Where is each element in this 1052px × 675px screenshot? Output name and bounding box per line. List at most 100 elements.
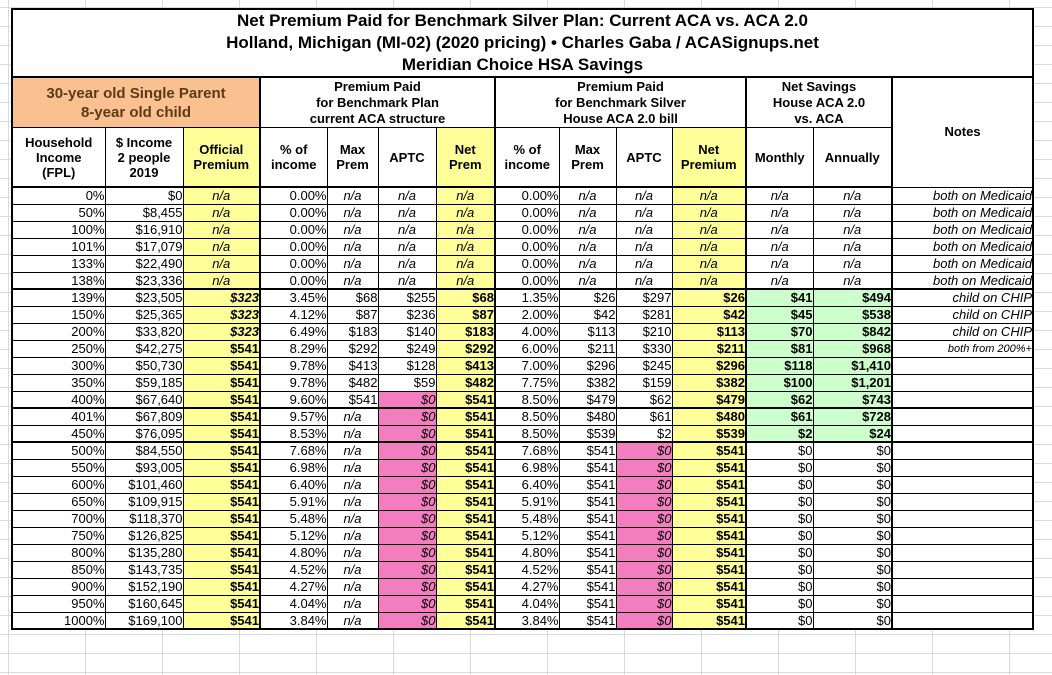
- cell-fpl: 138%: [11, 271, 106, 290]
- cell-annually: n/a: [812, 186, 893, 205]
- cell-aca_max: $482: [326, 373, 379, 392]
- cell-h2_pct: 6.40%: [494, 475, 560, 494]
- cell-fpl: 850%: [11, 560, 106, 579]
- cell-official: $541: [182, 390, 261, 409]
- cell-income: $67,809: [104, 407, 184, 426]
- cell-aca_max: n/a: [326, 492, 379, 511]
- cell-official: $541: [182, 339, 261, 358]
- table-row: 138% $23,336 n/a 0.00% n/a n/a n/a 0.00% n/a n/a n…: [11, 271, 1034, 290]
- cell-annually: $494: [812, 288, 893, 307]
- title-line-2: Holland, Michigan (MI-02) (2020 pricing)…: [226, 33, 819, 52]
- cell-notes: [891, 509, 1034, 528]
- table-row: 400% $67,640 $541 9.60% $541 $0 $541 8.50% $479 $…: [11, 390, 1034, 409]
- cell-h2_aptc: $210: [615, 322, 673, 341]
- cell-h2_aptc: $0: [615, 441, 673, 460]
- cell-h2_aptc: $0: [615, 611, 673, 630]
- cell-h2_max: n/a: [558, 186, 617, 205]
- cell-h2_pct: 6.98%: [494, 458, 560, 477]
- column-header-aca_aptc: APTC: [377, 127, 437, 188]
- cell-aca_net: n/a: [435, 271, 496, 290]
- cell-income: $93,005: [104, 458, 184, 477]
- cell-income: $101,460: [104, 475, 184, 494]
- cell-h2_aptc: n/a: [615, 271, 673, 290]
- cell-h2_net: $541: [671, 492, 747, 511]
- cell-aca_aptc: $128: [377, 356, 437, 375]
- table-row: 139% $23,505 $323 3.45% $68 $255 $68 1.35% $26 $2…: [11, 288, 1034, 307]
- table-row: 600% $101,460 $541 6.40% n/a $0 $541 6.40% $541 $…: [11, 475, 1034, 494]
- cell-h2_net: $382: [671, 373, 747, 392]
- cell-aca_net: $541: [435, 407, 496, 426]
- cell-h2_net: $479: [671, 390, 747, 409]
- cell-h2_aptc: n/a: [615, 254, 673, 273]
- cell-h2_max: $541: [558, 441, 617, 460]
- cell-aca_aptc: n/a: [377, 186, 437, 205]
- cell-aca_pct: 4.12%: [259, 305, 328, 324]
- cell-aca_aptc: $255: [377, 288, 437, 307]
- cell-aca_aptc: $0: [377, 492, 437, 511]
- table-row: 500% $84,550 $541 7.68% n/a $0 $541 7.68% $541 $0…: [11, 441, 1034, 460]
- cell-h2_pct: 0.00%: [494, 237, 560, 256]
- cell-official: n/a: [182, 271, 261, 290]
- cell-annually: $538: [812, 305, 893, 324]
- cell-official: $541: [182, 458, 261, 477]
- cell-aca_net: $413: [435, 356, 496, 375]
- cell-h2_pct: 8.50%: [494, 424, 560, 443]
- cell-monthly: $100: [745, 373, 814, 392]
- cell-h2_net: $42: [671, 305, 747, 324]
- cell-notes: [891, 492, 1034, 511]
- cell-h2_aptc: $0: [615, 475, 673, 494]
- cell-aca_pct: 9.60%: [259, 390, 328, 409]
- cell-aca_aptc: $0: [377, 390, 437, 409]
- cell-aca_aptc: $0: [377, 475, 437, 494]
- cell-fpl: 500%: [11, 441, 106, 460]
- table-row: 401% $67,809 $541 9.57% n/a $0 $541 8.50% $480 $6…: [11, 407, 1034, 426]
- cell-h2_pct: 8.50%: [494, 407, 560, 426]
- cell-aca_aptc: $0: [377, 509, 437, 528]
- cell-aca_net: n/a: [435, 237, 496, 256]
- cell-aca_aptc: $0: [377, 526, 437, 545]
- cell-aca_max: n/a: [326, 577, 379, 596]
- household-line-2: 8-year old child: [80, 103, 192, 121]
- cell-income: $33,820: [104, 322, 184, 341]
- cell-aca_aptc: $236: [377, 305, 437, 324]
- cell-monthly: $81: [745, 339, 814, 358]
- cell-fpl: 650%: [11, 492, 106, 511]
- cell-aca_max: n/a: [326, 526, 379, 545]
- cell-fpl: 600%: [11, 475, 106, 494]
- cell-h2_aptc: $0: [615, 560, 673, 579]
- table-row: 50% $8,455 n/a 0.00% n/a n/a n/a 0.00% n/a n/a n/a…: [11, 203, 1034, 222]
- cell-monthly: n/a: [745, 203, 814, 222]
- table-row: 1000% $169,100 $541 3.84% n/a $0 $541 3.84% $541…: [11, 611, 1034, 630]
- aca-current-line-3: current ACA structure: [309, 110, 446, 126]
- cell-fpl: 950%: [11, 594, 106, 613]
- cell-aca_max: n/a: [326, 271, 379, 290]
- cell-income: $126,825: [104, 526, 184, 545]
- cell-aca_max: n/a: [326, 458, 379, 477]
- cell-aca_net: $541: [435, 594, 496, 613]
- cell-h2_net: $113: [671, 322, 747, 341]
- cell-aca_aptc: n/a: [377, 220, 437, 239]
- cell-official: $323: [182, 288, 261, 307]
- cell-h2_pct: 0.00%: [494, 220, 560, 239]
- cell-annually: $24: [812, 424, 893, 443]
- cell-h2_net: $296: [671, 356, 747, 375]
- cell-official: $541: [182, 492, 261, 511]
- cell-official: $541: [182, 543, 261, 562]
- cell-aca_max: n/a: [326, 509, 379, 528]
- cell-aca_net: n/a: [435, 203, 496, 222]
- column-header-fpl: Household Income (FPL): [11, 127, 106, 188]
- cell-notes: child on CHIP: [891, 305, 1034, 324]
- cell-fpl: 101%: [11, 237, 106, 256]
- table-row: 350% $59,185 $541 9.78% $482 $59 $482 7.75% $382…: [11, 373, 1034, 392]
- cell-notes: child on CHIP: [891, 288, 1034, 307]
- cell-notes: [891, 373, 1034, 392]
- cell-aca_pct: 0.00%: [259, 186, 328, 205]
- net-savings-line-3: vs. ACA: [794, 110, 844, 126]
- cell-notes: [891, 560, 1034, 579]
- cell-monthly: $0: [745, 543, 814, 562]
- table-body: 0% $0 n/a 0.00% n/a n/a n/a 0.00% n/a n/a n/a n/a n/…: [11, 186, 1034, 630]
- cell-aca_max: n/a: [326, 254, 379, 273]
- cell-income: $22,490: [104, 254, 184, 273]
- cell-aca_aptc: $0: [377, 424, 437, 443]
- cell-aca_net: n/a: [435, 186, 496, 205]
